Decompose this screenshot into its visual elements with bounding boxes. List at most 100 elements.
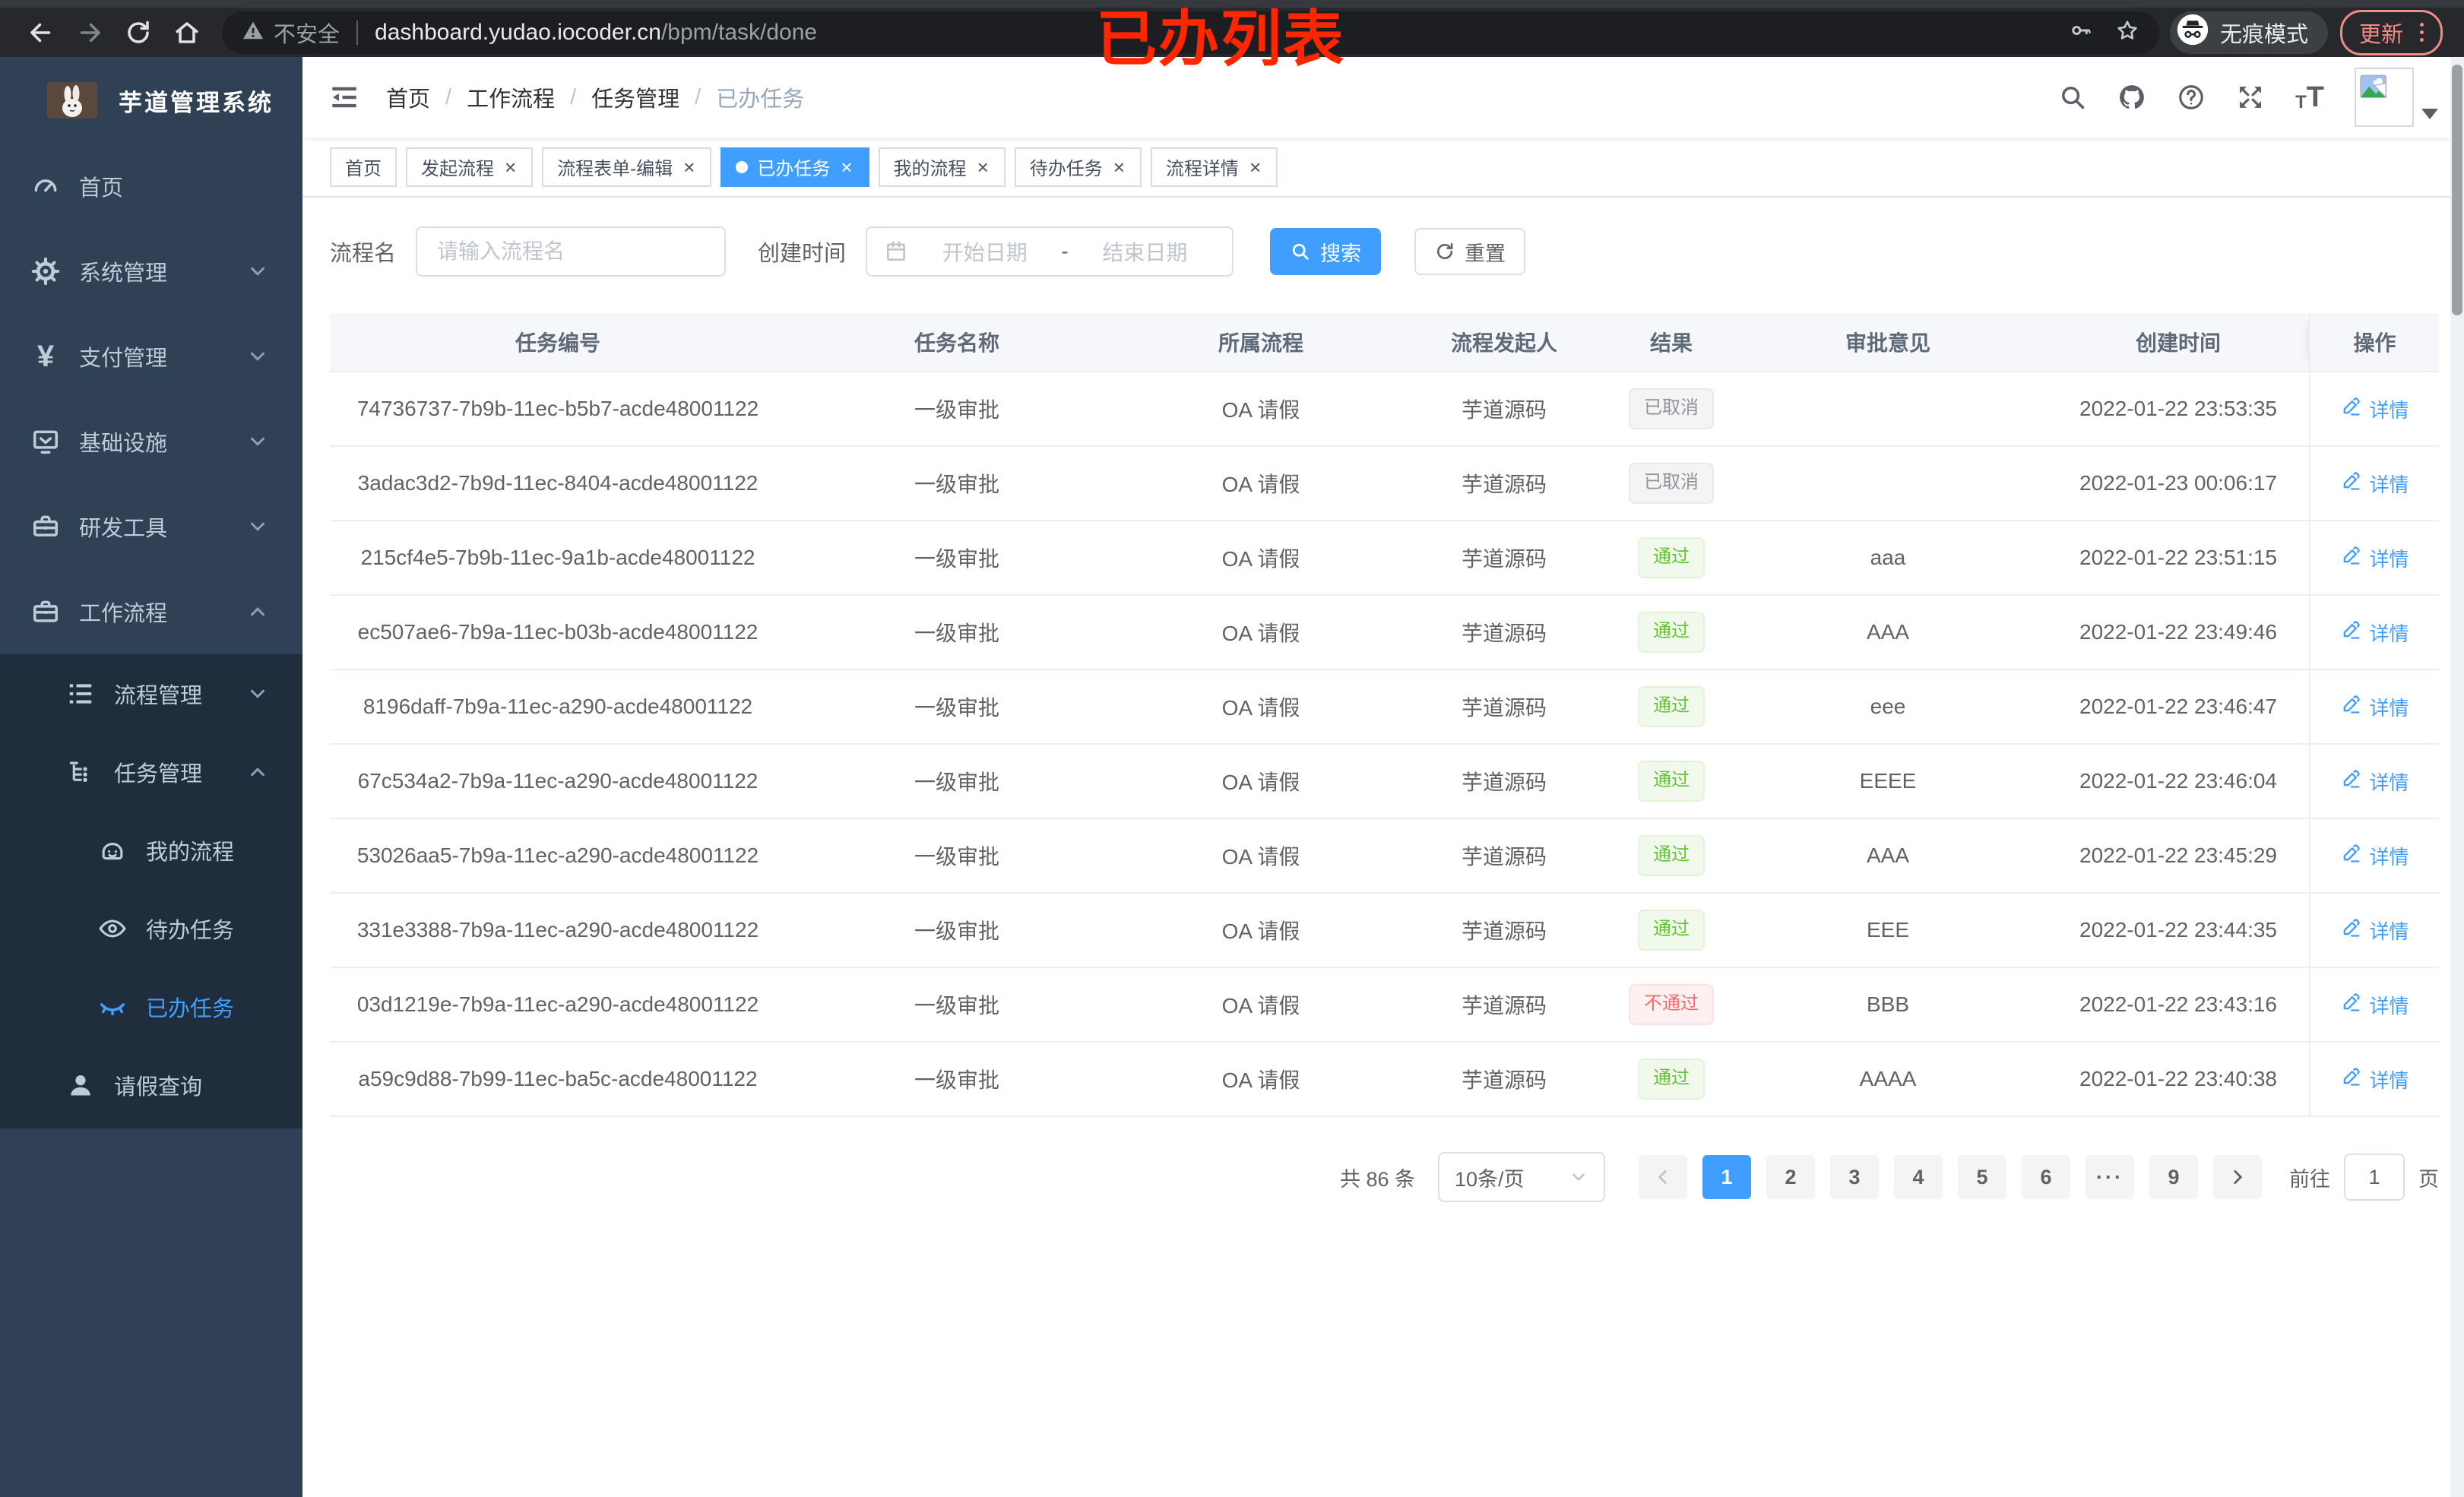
reload-icon[interactable] — [114, 8, 163, 57]
fullscreen-icon[interactable] — [2236, 83, 2265, 112]
sidebar-item-done-tasks[interactable]: 已办任务 — [0, 967, 302, 1046]
detail-link[interactable]: 详情 — [2340, 991, 2409, 1019]
more-pages-button[interactable]: ··· — [2086, 1155, 2134, 1199]
pen-icon — [2340, 992, 2361, 1018]
pen-icon — [2340, 545, 2361, 571]
start-date-placeholder[interactable]: 开始日期 — [942, 241, 1028, 264]
sidebar-item-home[interactable]: 首页 — [0, 144, 302, 229]
tab-home[interactable]: 首页 — [330, 147, 397, 187]
reset-button-label: 重置 — [1465, 242, 1506, 265]
incognito-icon — [2176, 13, 2209, 52]
chevron-down-icon — [246, 682, 269, 705]
page-button[interactable]: 6 — [2022, 1155, 2070, 1199]
cell-created-time: 2022-01-23 00:06:17 — [2048, 446, 2310, 521]
end-date-placeholder[interactable]: 结束日期 — [1102, 241, 1188, 264]
detail-link[interactable]: 详情 — [2340, 544, 2409, 572]
cell-process: OA 请假 — [1128, 372, 1394, 447]
page-button[interactable]: 3 — [1830, 1155, 1879, 1199]
incognito-badge: 无痕模式 — [2169, 11, 2328, 54]
close-icon[interactable]: × — [683, 155, 695, 179]
sidebar-item-label: 首页 — [79, 176, 124, 201]
table-row: 215cf4e5-7b9b-11ec-9a1b-acde48001122 一级审批… — [330, 521, 2439, 596]
scrollbar-thumb[interactable] — [2452, 65, 2462, 315]
detail-link[interactable]: 详情 — [2340, 767, 2409, 796]
breadcrumb-item[interactable]: 工作流程 — [467, 87, 556, 112]
sidebar-item-process-mgmt[interactable]: 流程管理 — [0, 654, 302, 733]
cell-result: 不通过 — [1614, 967, 1728, 1043]
page-button[interactable]: 2 — [1766, 1155, 1815, 1199]
process-name-label: 流程名 — [330, 242, 397, 266]
date-range-picker[interactable]: 开始日期 - 结束日期 — [866, 226, 1234, 277]
goto-page-input[interactable] — [2344, 1154, 2405, 1201]
search-button[interactable]: 搜索 — [1270, 228, 1382, 275]
sidebar-item-infra[interactable]: 基础设施 — [0, 399, 302, 484]
pagination: 共 86 条 10条/页 1 2 3 4 5 6 ··· 9 — [330, 1152, 2439, 1233]
detail-link[interactable]: 详情 — [2340, 1065, 2409, 1093]
next-page-button[interactable] — [2213, 1155, 2262, 1199]
star-icon[interactable] — [2115, 18, 2139, 46]
page-scrollbar[interactable] — [2450, 57, 2464, 1497]
page-button[interactable]: 1 — [1702, 1155, 1751, 1199]
sidebar-item-label: 基础设施 — [79, 432, 168, 456]
github-icon[interactable] — [2117, 83, 2146, 112]
detail-link[interactable]: 详情 — [2340, 916, 2409, 945]
app-logo[interactable]: 芋道管理系统 — [0, 57, 302, 144]
cell-opinion: EEEE — [1728, 744, 2048, 819]
process-name-input[interactable] — [423, 239, 719, 264]
reset-button[interactable]: 重置 — [1414, 228, 1526, 275]
sidebar-item-devtools[interactable]: 研发工具 — [0, 484, 302, 569]
chevron-down-icon[interactable] — [2421, 109, 2438, 119]
sidebar-item-system[interactable]: 系统管理 — [0, 229, 302, 314]
close-icon[interactable]: × — [841, 155, 853, 179]
page-size-select[interactable]: 10条/页 — [1438, 1152, 1605, 1202]
create-time-label: 创建时间 — [758, 242, 847, 266]
url-text[interactable]: dashboard.yudao.iocoder.cn/bpm/task/done — [375, 20, 817, 46]
breadcrumb-item[interactable]: 首页 — [386, 87, 431, 112]
detail-link-label: 详情 — [2369, 473, 2409, 496]
close-icon[interactable]: × — [1113, 155, 1125, 179]
tab-form-edit[interactable]: 流程表单-编辑 × — [542, 147, 712, 187]
cell-opinion: aaa — [1728, 521, 2048, 596]
page-button[interactable]: 9 — [2149, 1155, 2198, 1199]
detail-link[interactable]: 详情 — [2340, 470, 2409, 498]
security-label[interactable]: 不安全 — [274, 22, 340, 47]
forward-icon[interactable] — [65, 8, 114, 57]
page-button[interactable]: 4 — [1894, 1155, 1943, 1199]
close-icon[interactable]: × — [1249, 155, 1262, 179]
tab-my-process[interactable]: 我的流程 × — [878, 147, 1006, 187]
tab-todo-tasks[interactable]: 待办任务 × — [1014, 147, 1142, 187]
menu-dots-icon[interactable] — [2415, 23, 2428, 42]
tab-process-detail[interactable]: 流程详情 × — [1150, 147, 1278, 187]
close-icon[interactable]: × — [505, 155, 517, 179]
update-button[interactable]: 更新 — [2339, 9, 2443, 55]
help-icon[interactable] — [2177, 83, 2206, 112]
back-icon[interactable] — [17, 8, 65, 57]
tab-done-tasks[interactable]: 已办任务 × — [721, 147, 869, 187]
close-icon[interactable]: × — [977, 155, 989, 179]
home-icon[interactable] — [163, 8, 211, 57]
detail-link[interactable]: 详情 — [2340, 842, 2409, 870]
detail-link[interactable]: 详情 — [2340, 693, 2409, 721]
tabs-bar: 首页 发起流程 × 流程表单-编辑 × 已办任务 × 我的流程 × 待办任务 × 流程详情 × — [302, 138, 2464, 198]
sidebar-item-task-mgmt[interactable]: 任务管理 — [0, 733, 302, 811]
url-bar[interactable]: 不安全 dashboard.yudao.iocoder.cn/bpm/task/… — [222, 11, 2159, 54]
search-icon[interactable] — [2058, 83, 2087, 112]
user-avatar[interactable] — [2355, 68, 2438, 127]
sidebar-item-my-process[interactable]: 我的流程 — [0, 811, 302, 889]
tab-start-process[interactable]: 发起流程 × — [406, 147, 534, 187]
sidebar-item-todo-tasks[interactable]: 待办任务 — [0, 889, 302, 967]
sidebar-item-payment[interactable]: ¥ 支付管理 — [0, 314, 302, 399]
prev-page-button[interactable] — [1639, 1155, 1687, 1199]
page-button[interactable]: 5 — [1958, 1155, 2006, 1199]
sidebar-item-workflow[interactable]: 工作流程 — [0, 569, 302, 654]
key-icon[interactable] — [2070, 18, 2094, 46]
sidebar-item-leave-query[interactable]: 请假查询 — [0, 1046, 302, 1124]
cell-created-time: 2022-01-22 23:44:35 — [2048, 893, 2310, 968]
detail-link[interactable]: 详情 — [2340, 395, 2409, 423]
page-buttons: 1 2 3 4 5 6 ··· 9 — [1695, 1155, 2206, 1199]
cell-task-name: 一级审批 — [786, 669, 1128, 745]
breadcrumb-item[interactable]: 任务管理 — [591, 87, 680, 112]
detail-link[interactable]: 详情 — [2340, 619, 2409, 647]
sidebar-toggle-icon[interactable] — [328, 81, 360, 113]
